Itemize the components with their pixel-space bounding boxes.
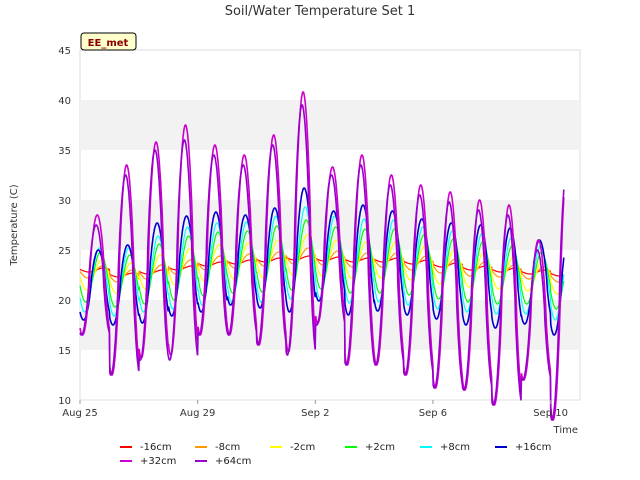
x-axis: Aug 25 Aug 29 Sep 2 Sep 6 Sep 10 [62, 400, 568, 419]
y-tick-label: 10 [58, 396, 71, 407]
legend-label: -2cm [290, 441, 316, 453]
legend-label: +64cm [215, 455, 252, 467]
y-tick-label: 35 [58, 146, 71, 157]
y-tick-label: 30 [58, 196, 71, 207]
legend-item: +32cm [120, 454, 195, 468]
legend-item: -2cm [270, 440, 345, 454]
legend-label: -16cm [140, 441, 172, 453]
ee-met-annotation: EE_met [80, 32, 137, 51]
x-tick-label: Sep 6 [419, 408, 447, 419]
legend-label: -8cm [215, 441, 241, 453]
legend-item: -16cm [120, 440, 195, 454]
legend-item: +8cm [420, 440, 495, 454]
legend-swatch [195, 460, 207, 462]
y-axis-label: Temperature (C) [9, 184, 20, 266]
x-tick-label: Aug 29 [180, 408, 215, 419]
y-tick-label: 45 [58, 46, 71, 57]
x-tick-label: Aug 25 [62, 408, 97, 419]
x-tick-label: Sep 2 [301, 408, 329, 419]
legend-item: +64cm [195, 454, 270, 468]
y-tick-label: 25 [58, 246, 71, 257]
legend-label: +16cm [515, 441, 552, 453]
x-tick-label: Sep 10 [533, 408, 568, 419]
y-tick-label: 15 [58, 346, 71, 357]
legend-label: +32cm [140, 455, 177, 467]
legend-label: +8cm [440, 441, 470, 453]
legend-swatch [495, 446, 507, 448]
legend-swatch [195, 446, 207, 448]
legend-swatch [120, 446, 132, 448]
series-line--16cm [79, 255, 564, 278]
x-axis-label: Time [553, 425, 578, 436]
y-tick-label: 40 [58, 96, 71, 107]
y-axis: 10 15 20 25 30 35 40 45 [58, 46, 71, 407]
legend-swatch [420, 446, 432, 448]
legend-label: +2cm [365, 441, 395, 453]
legend-item: +2cm [345, 440, 420, 454]
grid-bands [79, 49, 581, 401]
series-line--8cm [79, 247, 565, 283]
legend-item: +16cm [495, 440, 570, 454]
legend-row-1: -16cm -8cm -2cm +2cm +8cm +16cm [120, 440, 640, 454]
annotation-label: EE_met [88, 38, 129, 49]
plot-area [79, 91, 565, 422]
grid-band [80, 100, 580, 150]
legend-swatch [120, 460, 132, 462]
legend-item: -8cm [195, 440, 270, 454]
legend-swatch [270, 446, 282, 448]
grid-band [80, 300, 580, 350]
series-line-+64cm [79, 104, 565, 421]
legend-swatch [345, 446, 357, 448]
y-tick-label: 20 [58, 296, 71, 307]
legend-row-2: +32cm +64cm [120, 454, 640, 468]
chart-title: Soil/Water Temperature Set 1 [225, 4, 416, 19]
